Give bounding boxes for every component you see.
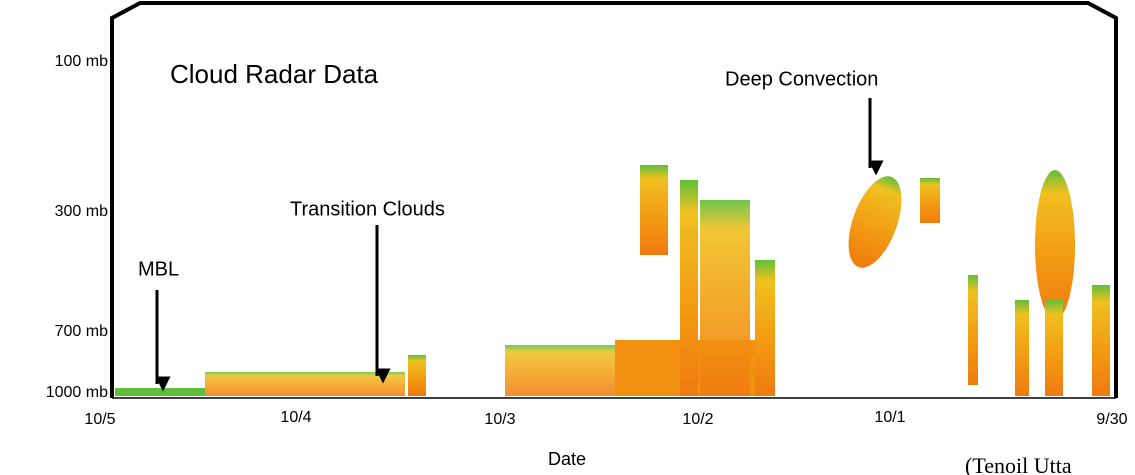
y-label: 300 mb: [55, 203, 108, 220]
annotation: Transition Clouds: [290, 198, 445, 220]
radar-echo: [755, 260, 775, 396]
radar-echo: [408, 355, 426, 396]
radar-echo: [680, 180, 698, 396]
radar-echo: [505, 345, 615, 396]
radar-echo: [848, 176, 902, 268]
frame: [110, 1, 1118, 398]
caption: (Tenoil Utta: [965, 453, 1072, 475]
y-label: 1000 mb: [46, 384, 108, 401]
chart-title: Cloud Radar Data: [170, 59, 379, 89]
radar-echo: [1045, 300, 1063, 396]
radar-echo: [920, 178, 940, 223]
radar-echo: [1015, 300, 1029, 396]
annotation: Deep Convection: [725, 68, 878, 90]
radar-echo: [1092, 285, 1110, 396]
y-label: 700 mb: [55, 323, 108, 340]
x-label: 10/2: [682, 411, 713, 428]
radar-echoes: [115, 165, 1110, 396]
radar-echo: [205, 372, 405, 396]
x-label: 10/5: [84, 411, 115, 428]
x-label: 9/30: [1096, 411, 1127, 428]
radar-echo: [968, 275, 978, 385]
radar-echo: [640, 165, 668, 255]
radar-echo: [115, 388, 205, 396]
x-axis-title: Date: [548, 449, 586, 469]
x-label: 10/4: [280, 409, 311, 426]
y-label: 100 mb: [55, 53, 108, 70]
radar-echo: [1035, 170, 1075, 320]
annotation: MBL: [138, 258, 179, 280]
radar-echo: [700, 200, 750, 396]
x-label: 10/1: [874, 409, 905, 426]
x-label: 10/3: [484, 411, 515, 428]
